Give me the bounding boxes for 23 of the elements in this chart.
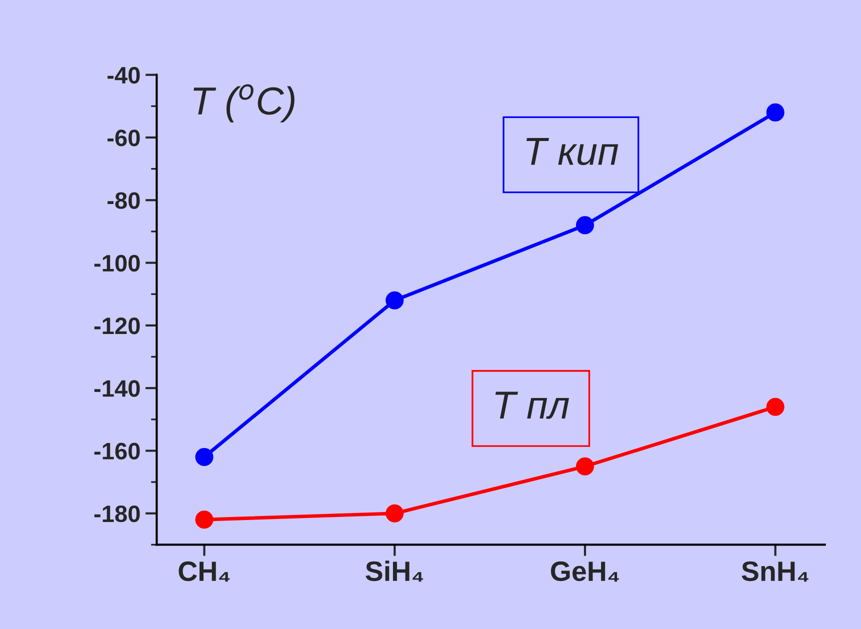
- point: [576, 216, 594, 234]
- point: [195, 448, 214, 466]
- y-tick-label: -140: [94, 380, 140, 397]
- y-tick-label: -120: [94, 318, 140, 334]
- series-label: T кип: [526, 138, 618, 166]
- y-tick-label: -60: [108, 130, 140, 146]
- point: [386, 504, 404, 522]
- point: [766, 398, 784, 416]
- x-tick-label: SiH₄: [366, 560, 424, 582]
- y-tick-label: -80: [108, 192, 140, 209]
- y-tick-label: -40: [108, 66, 140, 84]
- series-label: T пл: [495, 392, 570, 419]
- x-tick-label: GeH₄: [550, 561, 619, 582]
- point: [386, 291, 404, 310]
- point: [195, 510, 214, 529]
- point: [766, 103, 784, 122]
- x-tick-label: SnH₄: [742, 561, 808, 582]
- x-tick-label: CH₄: [178, 561, 230, 582]
- y-axis-title: T ($^{o}$C): [194, 84, 294, 122]
- point: [576, 457, 594, 476]
- y-tick-label: -180: [94, 505, 140, 522]
- y-tick-label: -160: [94, 442, 140, 460]
- y-tick-label: -100: [94, 254, 140, 272]
